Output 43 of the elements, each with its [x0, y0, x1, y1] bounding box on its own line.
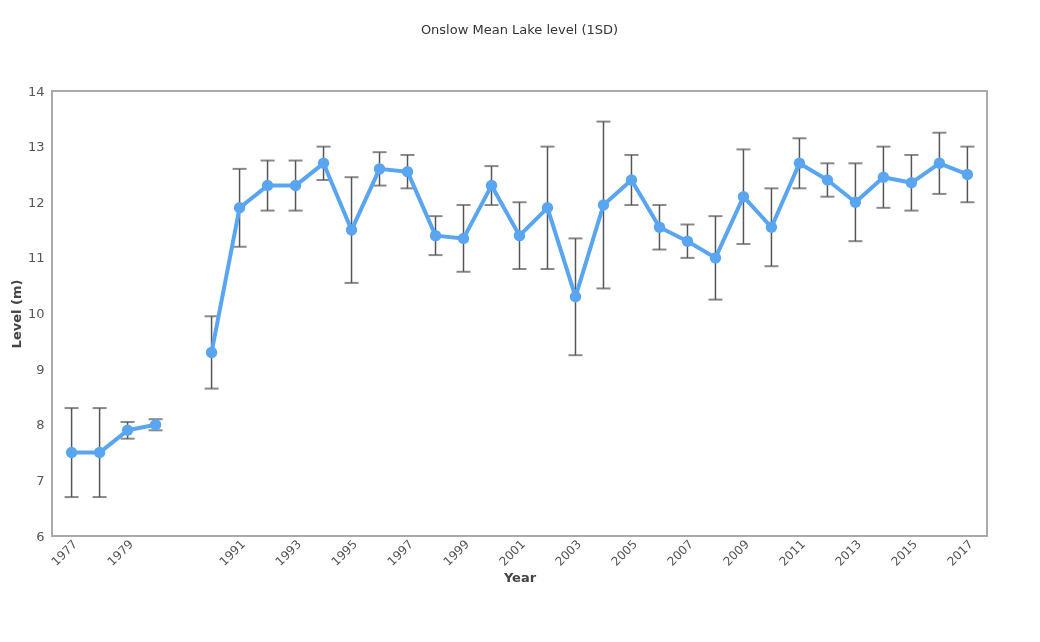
- y-axis-title: Level (m): [8, 279, 24, 349]
- point: [877, 171, 890, 183]
- point: [317, 157, 330, 169]
- point: [821, 174, 834, 186]
- y-tick-label: 9: [36, 361, 45, 377]
- point: [541, 202, 554, 214]
- point: [681, 235, 694, 247]
- point: [737, 191, 750, 203]
- point: [65, 446, 78, 459]
- y-tick-label: 14: [27, 83, 45, 99]
- point: [961, 168, 974, 181]
- chart-title: Onslow Mean Lake level (1SD): [420, 22, 619, 37]
- point: [261, 179, 274, 192]
- point: [709, 252, 722, 264]
- y-tick-label: 13: [27, 139, 45, 155]
- point: [121, 424, 134, 436]
- point: [373, 163, 386, 175]
- y-tick-label: 12: [27, 194, 45, 210]
- point: [205, 346, 218, 359]
- y-tick-label: 8: [36, 417, 45, 433]
- y-tick-label: 11: [27, 250, 45, 266]
- point: [345, 224, 358, 236]
- point: [93, 446, 106, 459]
- point: [653, 221, 666, 233]
- point: [457, 232, 470, 245]
- y-tick-label: 6: [36, 528, 45, 544]
- x-axis-title: Year: [502, 569, 537, 585]
- point: [765, 221, 778, 233]
- point: [625, 174, 638, 186]
- point: [933, 157, 946, 169]
- point: [429, 229, 442, 242]
- y-tick-label: 7: [36, 472, 45, 488]
- y-tick-label: 10: [27, 306, 45, 321]
- point: [233, 202, 246, 214]
- point: [289, 179, 302, 192]
- point: [513, 229, 526, 242]
- point: [569, 291, 582, 303]
- point: [401, 165, 414, 178]
- point: [793, 157, 806, 169]
- point: [485, 179, 498, 192]
- point: [905, 177, 918, 189]
- point: [849, 196, 862, 208]
- point: [597, 199, 610, 211]
